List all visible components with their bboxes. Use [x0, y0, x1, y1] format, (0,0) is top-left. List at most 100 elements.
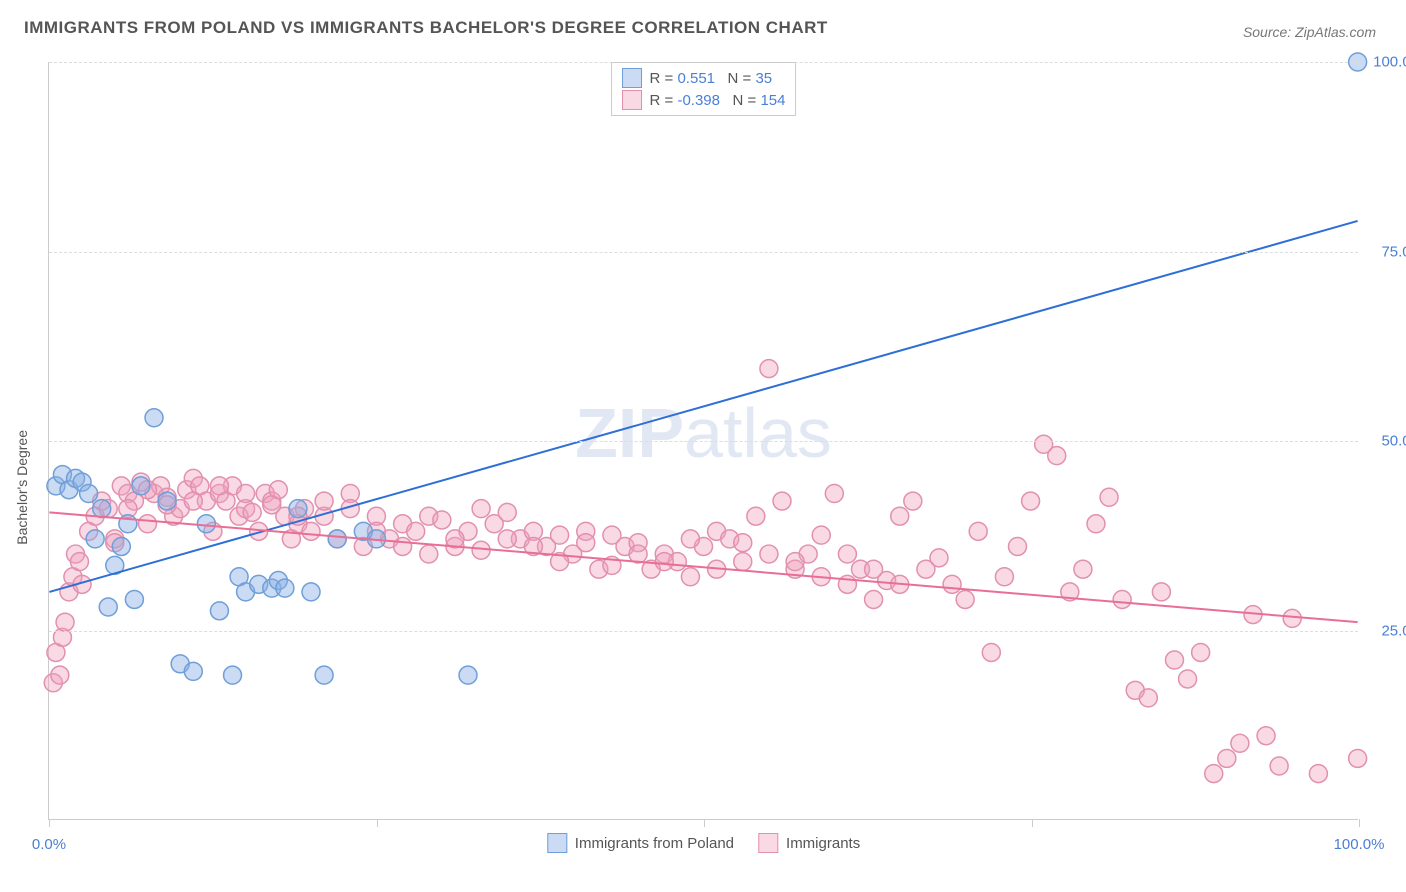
plot-area: ZIPatlas R = 0.551 N = 35 R = -0.398 N =… — [48, 62, 1358, 820]
data-point — [995, 568, 1013, 586]
data-point — [1087, 515, 1105, 533]
data-point — [1192, 643, 1210, 661]
data-point — [80, 485, 98, 503]
x-tick-label: 100.0% — [1334, 836, 1385, 853]
data-point — [197, 515, 215, 533]
data-point — [210, 477, 228, 495]
legend-bottom-item-0: Immigrants from Poland — [547, 833, 734, 853]
data-point — [498, 530, 516, 548]
legend-swatch-1 — [622, 90, 642, 110]
data-point — [1205, 765, 1223, 783]
x-tick — [377, 819, 378, 827]
data-point — [420, 545, 438, 563]
data-point — [825, 485, 843, 503]
data-point — [1257, 727, 1275, 745]
data-point — [943, 575, 961, 593]
legend-bottom-swatch-1 — [758, 833, 778, 853]
data-point — [498, 503, 516, 521]
legend-row-series-0: R = 0.551 N = 35 — [622, 67, 786, 89]
data-point — [1113, 590, 1131, 608]
source-attribution: Source: ZipAtlas.com — [1243, 24, 1376, 40]
data-point — [433, 511, 451, 529]
data-point — [1179, 670, 1197, 688]
data-point — [930, 549, 948, 567]
data-point — [145, 409, 163, 427]
data-point — [1218, 749, 1236, 767]
data-point — [394, 537, 412, 555]
data-point — [969, 522, 987, 540]
data-point — [302, 522, 320, 540]
data-point — [734, 553, 752, 571]
data-point — [1165, 651, 1183, 669]
x-tick — [1032, 819, 1033, 827]
data-point — [760, 360, 778, 378]
data-point — [112, 537, 130, 555]
gridline — [49, 252, 1358, 253]
data-point — [125, 590, 143, 608]
data-point — [865, 590, 883, 608]
data-point — [786, 553, 804, 571]
legend-bottom-swatch-0 — [547, 833, 567, 853]
gridline — [49, 441, 1358, 442]
data-point — [289, 500, 307, 518]
x-tick — [1359, 819, 1360, 827]
x-tick — [704, 819, 705, 827]
y-tick-label: 100.0% — [1373, 54, 1406, 71]
data-point — [56, 613, 74, 631]
data-point — [184, 662, 202, 680]
chart-title: IMMIGRANTS FROM POLAND VS IMMIGRANTS BAC… — [24, 18, 828, 38]
data-point — [328, 530, 346, 548]
data-point — [773, 492, 791, 510]
data-point — [315, 492, 333, 510]
data-point — [681, 568, 699, 586]
data-point — [681, 530, 699, 548]
data-point — [1231, 734, 1249, 752]
data-point — [472, 541, 490, 559]
data-point — [747, 507, 765, 525]
data-point — [315, 666, 333, 684]
data-point — [302, 583, 320, 601]
data-point — [51, 666, 69, 684]
data-point — [1022, 492, 1040, 510]
data-point — [1008, 537, 1026, 555]
legend-bottom-label-1: Immigrants — [786, 835, 860, 852]
data-point — [86, 530, 104, 548]
data-point — [655, 553, 673, 571]
data-point — [276, 579, 294, 597]
data-point — [99, 598, 117, 616]
legend-bottom: Immigrants from Poland Immigrants — [547, 833, 860, 853]
x-tick-label: 0.0% — [32, 836, 66, 853]
y-tick-label: 25.0% — [1381, 622, 1406, 639]
legend-row-series-1: R = -0.398 N = 154 — [622, 89, 786, 111]
data-point — [1349, 749, 1367, 767]
data-point — [263, 496, 281, 514]
y-tick-label: 75.0% — [1381, 243, 1406, 260]
data-point — [812, 526, 830, 544]
y-tick-label: 50.0% — [1381, 433, 1406, 450]
data-point — [865, 560, 883, 578]
data-point — [1100, 488, 1118, 506]
data-point — [891, 507, 909, 525]
data-point — [407, 522, 425, 540]
data-point — [132, 477, 150, 495]
data-point — [1270, 757, 1288, 775]
data-point — [138, 515, 156, 533]
legend-stats-0: R = 0.551 N = 35 — [650, 70, 773, 87]
data-point — [1152, 583, 1170, 601]
data-point — [1309, 765, 1327, 783]
legend-swatch-0 — [622, 68, 642, 88]
data-point — [904, 492, 922, 510]
data-point — [982, 643, 1000, 661]
legend-bottom-item-1: Immigrants — [758, 833, 860, 853]
data-point — [158, 492, 176, 510]
data-point — [243, 503, 261, 521]
x-tick — [49, 819, 50, 827]
data-point — [93, 500, 111, 518]
data-point — [1139, 689, 1157, 707]
data-point — [838, 545, 856, 563]
data-point — [237, 485, 255, 503]
legend-correlation-box: R = 0.551 N = 35 R = -0.398 N = 154 — [611, 62, 797, 116]
data-point — [184, 492, 202, 510]
data-point — [210, 602, 228, 620]
data-point — [1283, 609, 1301, 627]
